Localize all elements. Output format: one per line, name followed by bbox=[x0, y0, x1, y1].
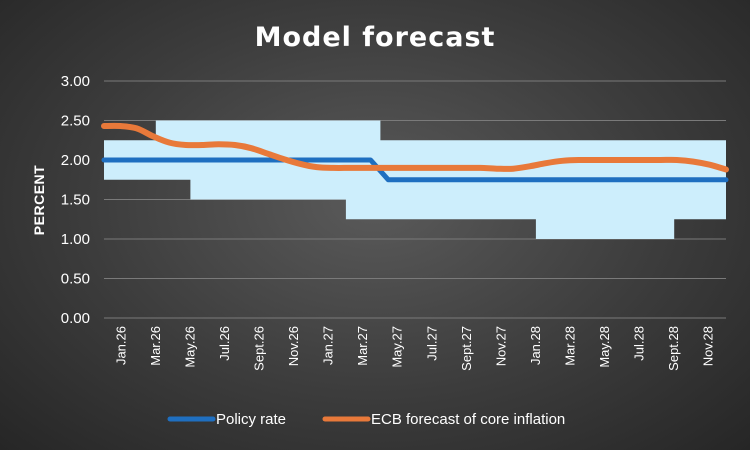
y-tick-label: 1.00 bbox=[61, 231, 90, 248]
x-tick-label: Nov.27 bbox=[493, 326, 508, 366]
x-tick-label: Sept.26 bbox=[252, 326, 267, 371]
chart-title: Model forecast bbox=[255, 22, 496, 53]
x-tick-label: May.26 bbox=[182, 326, 197, 368]
x-tick-label: May.27 bbox=[390, 326, 405, 368]
x-tick-label: May.28 bbox=[597, 326, 612, 368]
x-tick-label: Mar.27 bbox=[355, 326, 370, 366]
series-lines bbox=[101, 122, 729, 183]
x-tick-label: Nov.28 bbox=[701, 326, 716, 366]
policy-rate-line bbox=[101, 157, 729, 183]
y-tick-label: 2.00 bbox=[61, 152, 90, 169]
x-tick-label: Jul.26 bbox=[217, 326, 232, 361]
x-tick-label: Mar.28 bbox=[563, 326, 578, 366]
x-tick-label: Jul.28 bbox=[632, 326, 647, 361]
y-tick-label: 0.50 bbox=[61, 271, 90, 288]
x-tick-label: Sept.28 bbox=[666, 326, 681, 371]
y-tick-label: 3.00 bbox=[61, 73, 90, 90]
legend: Policy rate ECB forecast of core inflati… bbox=[167, 411, 565, 428]
x-axis-ticks: Jan.26 Mar.26 May.26 Jul.26 Sept.26 Nov.26 Jan… bbox=[113, 326, 715, 371]
y-tick-label: 1.50 bbox=[61, 192, 90, 209]
x-tick-label: Sept.27 bbox=[459, 326, 474, 371]
x-tick-label: Mar.26 bbox=[148, 326, 163, 366]
x-tick-label: Jul.27 bbox=[424, 326, 439, 361]
legend-label-policy-rate: Policy rate bbox=[216, 411, 286, 428]
x-tick-label: Nov.26 bbox=[286, 326, 301, 366]
y-axis-label: PERCENT bbox=[31, 165, 47, 235]
x-tick-label: Jan.27 bbox=[321, 326, 336, 365]
x-tick-label: Jan.26 bbox=[113, 326, 128, 365]
y-tick-label: 0.00 bbox=[61, 310, 90, 327]
legend-label-core-inflation: ECB forecast of core inflation bbox=[371, 411, 565, 428]
x-tick-label: Jan.28 bbox=[528, 326, 543, 365]
y-tick-label: 2.50 bbox=[61, 113, 90, 130]
core-inflation-line bbox=[101, 122, 729, 173]
y-axis-ticks: 0.00 0.50 1.00 1.50 2.00 2.50 3.00 bbox=[61, 73, 90, 327]
